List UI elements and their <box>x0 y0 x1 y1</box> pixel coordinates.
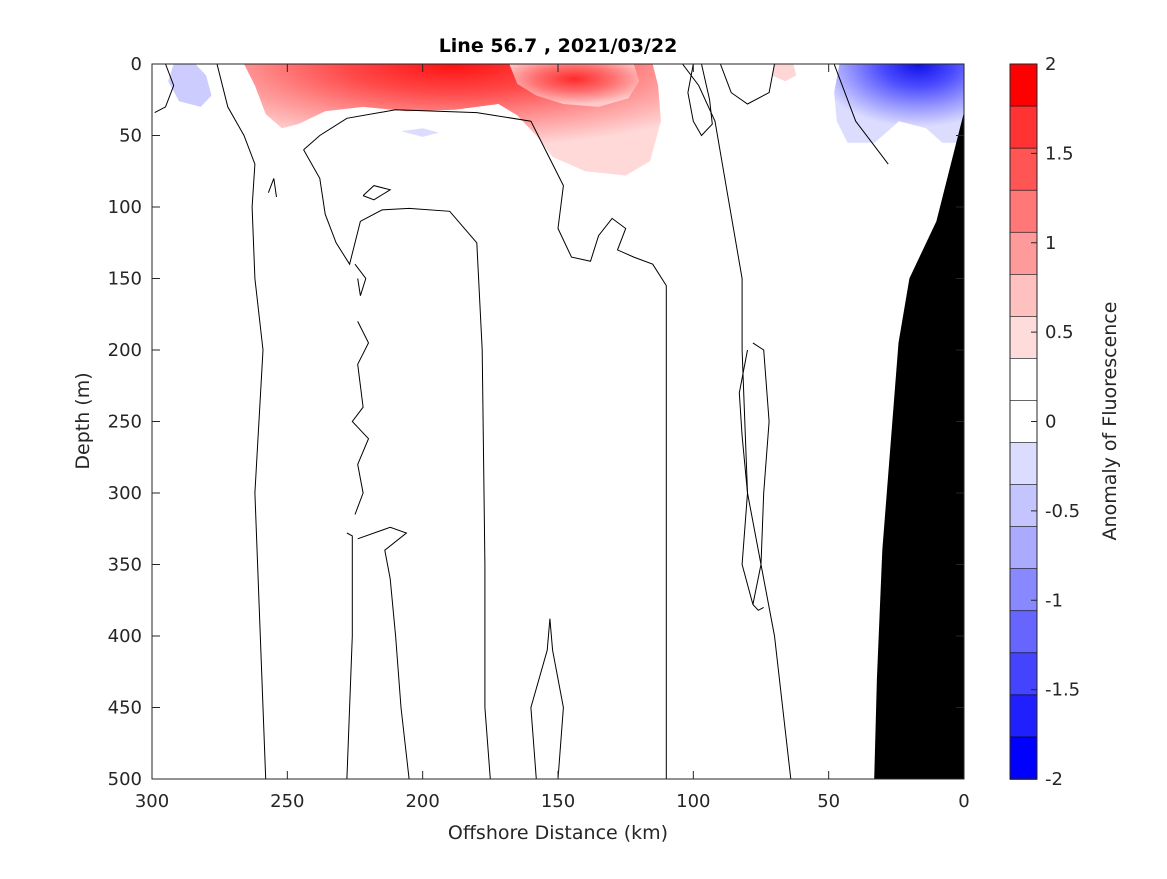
y-axis-label: Depth (m) <box>72 372 94 469</box>
y-tick-label: 0 <box>131 54 142 75</box>
contour-line-12 <box>963 106 964 110</box>
x-tick-label: 50 <box>817 791 840 812</box>
x-tick-label: 250 <box>270 791 304 812</box>
x-tick-label: 100 <box>676 791 710 812</box>
x-axis-label: Offshore Distance (km) <box>448 822 668 844</box>
colorbar-tick-label: -2 <box>1045 769 1063 790</box>
contour-line-11 <box>833 64 889 165</box>
contour-line-0 <box>154 64 175 114</box>
plot-area <box>154 64 964 779</box>
colorbar-tick-label: 0.5 <box>1045 322 1074 343</box>
colorbar-swatch <box>1009 189 1038 234</box>
x-tick-label: 0 <box>958 791 969 812</box>
chart-title: Line 56.7 , 2021/03/22 <box>439 35 678 57</box>
contour-line-1 <box>216 64 267 779</box>
contour-line-7 <box>530 618 551 779</box>
colorbar-tick-label: -0.5 <box>1045 501 1080 522</box>
x-tick-label: 300 <box>135 791 169 812</box>
colorbar-swatch <box>1009 358 1038 402</box>
colorbar-swatch <box>1009 105 1038 149</box>
y-tick-label: 200 <box>108 340 142 361</box>
contour-line-3 <box>303 109 667 779</box>
contour-line-9 <box>687 64 713 137</box>
colorbar-swatch <box>1009 484 1038 528</box>
contour-line-4 <box>357 526 410 779</box>
colorbar-swatch <box>1009 273 1038 318</box>
seafloor-bathymetry <box>874 113 964 779</box>
y-tick-label: 400 <box>108 626 142 647</box>
colorbar-swatch <box>1009 231 1038 276</box>
y-tick-label: 100 <box>108 197 142 218</box>
contour-line-10 <box>719 64 775 105</box>
colorbar-tick-label: 1 <box>1045 233 1056 254</box>
x-tick-label: 150 <box>541 791 575 812</box>
contour-line-17 <box>267 178 277 198</box>
colorbar-swatch <box>1009 63 1038 107</box>
x-axis: 300 250 200 150 100 50 0 <box>135 64 970 812</box>
colorbar-tick-label: 2 <box>1045 54 1056 75</box>
positive-anomaly-small-patch <box>771 64 797 82</box>
negative-anomaly-region <box>834 64 964 143</box>
plot-frame <box>151 63 965 780</box>
y-tick-label: 250 <box>108 412 142 433</box>
colorbar-swatch <box>1009 316 1038 360</box>
colorbar-swatch <box>1009 568 1038 612</box>
y-tick-label: 50 <box>119 126 142 147</box>
colorbar-swatch <box>1009 652 1038 696</box>
colorbar-tick-label: 1.5 <box>1045 143 1074 164</box>
x-tick-label: 200 <box>405 791 439 812</box>
y-tick-label: 450 <box>108 698 142 719</box>
colorbar-swatch <box>1009 526 1038 570</box>
colorbar-tick-label: -1 <box>1045 590 1063 611</box>
y-tick-label: 350 <box>108 555 142 576</box>
contour-line-5 <box>346 532 353 779</box>
colorbar-swatch <box>1009 610 1038 654</box>
contour-line-8 <box>682 64 792 779</box>
contour-line-19 <box>752 604 764 611</box>
colorbar-swatch <box>1009 736 1038 780</box>
colorbar-label: Anomaly of Fluorescence <box>1099 302 1121 541</box>
negative-anomaly-small-patch <box>401 128 439 137</box>
contour-line-2 <box>303 149 491 779</box>
contour-line-14 <box>351 321 370 515</box>
colorbar-tick-label: 0 <box>1045 412 1056 433</box>
colorbar: 2 1.5 1 0.5 0 -0.5 -1 -1.5 -2 <box>1009 54 1080 790</box>
colorbar-swatch <box>1009 694 1038 738</box>
y-tick-label: 150 <box>108 269 142 290</box>
positive-anomaly-core <box>509 64 640 107</box>
contour-line-13 <box>354 263 367 296</box>
y-axis: 0 50 100 150 200 250 300 350 400 450 500 <box>108 54 964 790</box>
y-tick-label: 500 <box>108 769 142 790</box>
colorbar-swatch <box>1009 147 1038 191</box>
colorbar-swatch <box>1009 442 1038 486</box>
contour-line-6 <box>549 618 564 779</box>
y-tick-label: 300 <box>108 483 142 504</box>
negative-anomaly-offshore-patch <box>168 64 212 107</box>
colorbar-tick-label: -1.5 <box>1045 680 1080 701</box>
contour-line-16 <box>362 185 392 201</box>
